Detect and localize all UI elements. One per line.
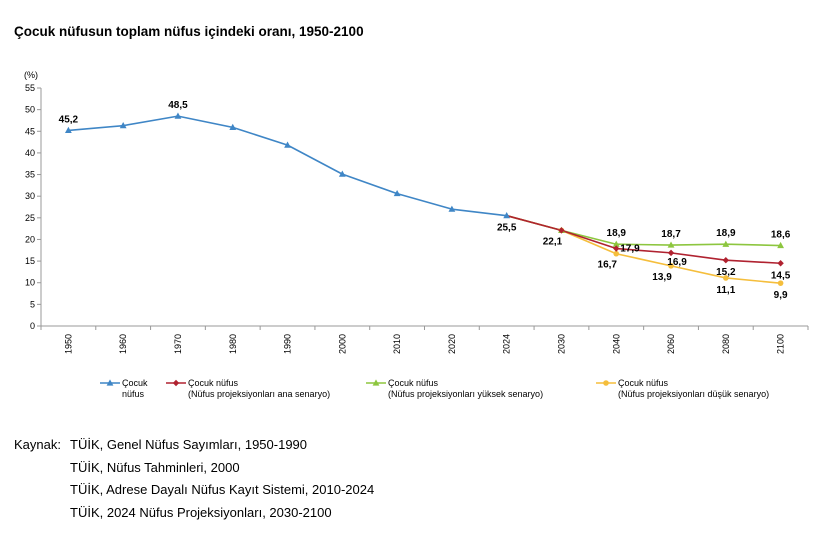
source-text-4: TÜİK, 2024 Nüfus Projeksiyonları, 2030-2… xyxy=(70,504,332,520)
x-tick-label: 2060 xyxy=(666,334,676,354)
legend-label: (Nüfus projeksiyonları düşük senaryo) xyxy=(618,389,769,399)
y-tick-label: 5 xyxy=(30,299,35,309)
series-1-point xyxy=(722,257,730,264)
series-1-point xyxy=(777,260,784,267)
legend-label: Çocuk nüfus xyxy=(618,378,669,388)
series-line-1 xyxy=(506,214,781,265)
series-0-point xyxy=(174,112,182,119)
series-0-point xyxy=(338,170,346,177)
x-tick-label: 2000 xyxy=(337,334,347,354)
data-label: 15,2 xyxy=(716,267,736,278)
series-0-point xyxy=(448,205,456,212)
series-2-point xyxy=(612,240,620,247)
series-0-point xyxy=(393,189,401,197)
source-line-4: TÜİK, 2024 Nüfus Projeksiyonları, 2030-2… xyxy=(14,502,374,525)
source-line-2: TÜİK, Nüfus Tahminleri, 2000 xyxy=(14,457,374,480)
series-2-point xyxy=(777,241,785,249)
x-tick-label: 2100 xyxy=(776,334,786,354)
y-tick-label: 55 xyxy=(25,83,35,93)
x-tick-label: 2010 xyxy=(392,334,402,354)
y-axis-unit-label: (%) xyxy=(24,70,38,80)
y-tick-label: 30 xyxy=(25,191,35,201)
line-chart: (%) 0 5 10 15 20 25 30 35 40 45 50 55 1950 1960 1970 198… xyxy=(24,70,809,399)
legend-label: Çocuk xyxy=(122,378,148,388)
series-3-point xyxy=(777,280,784,286)
series-0-point xyxy=(284,141,291,148)
y-tick-label: 35 xyxy=(25,170,35,180)
x-tick-label: 2040 xyxy=(611,334,621,354)
data-label: 18,6 xyxy=(771,230,791,241)
series-2-point xyxy=(722,240,730,247)
series-0-point xyxy=(64,126,72,134)
x-tick-label: 1960 xyxy=(118,334,128,354)
source-lead: Kaynak: xyxy=(14,437,61,452)
series-0-point xyxy=(119,122,127,129)
data-label: 48,5 xyxy=(168,100,188,111)
y-tick-label: 15 xyxy=(25,256,35,266)
y-tick-label: 20 xyxy=(25,234,35,244)
legend-swatch-marker xyxy=(106,379,114,386)
y-tick-label: 10 xyxy=(25,278,35,288)
data-label: 17,9 xyxy=(620,244,640,255)
source-text-2: TÜİK, Nüfus Tahminleri, 2000 xyxy=(70,459,240,475)
data-label: 11,1 xyxy=(716,285,735,296)
legend-label: Çocuk nüfus xyxy=(188,378,239,388)
data-label: 16,9 xyxy=(667,257,687,268)
y-tick-label: 45 xyxy=(25,126,35,136)
source-line-1: Kaynak: TÜİK, Genel Nüfus Sayımları, 195… xyxy=(14,434,374,457)
source-text-3: TÜİK, Adrese Dayalı Nüfus Kayıt Sistemi,… xyxy=(70,482,375,497)
series-1-point xyxy=(613,245,620,252)
series-1-point xyxy=(667,249,675,257)
series-3-point xyxy=(668,263,674,269)
data-label: 18,9 xyxy=(607,228,627,239)
y-tick-label: 0 xyxy=(30,321,35,331)
series-3-point xyxy=(723,275,729,281)
legend-label: Çocuk nüfus xyxy=(388,378,439,388)
x-tick-label: 1990 xyxy=(283,334,293,354)
data-label: 9,9 xyxy=(774,290,788,301)
data-label: 13,9 xyxy=(652,272,672,283)
x-tick-label: 2080 xyxy=(721,334,731,354)
legend-swatch-marker xyxy=(172,379,180,387)
source-line-3: TÜİK, Adrese Dayalı Nüfus Kayıt Sistemi,… xyxy=(14,479,374,502)
x-tick-label: 1950 xyxy=(63,334,73,354)
series-line-3 xyxy=(506,214,781,284)
series-line-0 xyxy=(68,115,507,217)
legend-label: (Nüfus projeksiyonları ana senaryo) xyxy=(188,389,330,399)
series-0-point xyxy=(229,123,237,130)
data-label: 14,5 xyxy=(771,270,791,281)
x-tick-label: 2024 xyxy=(502,334,512,354)
x-tick-label: 2030 xyxy=(556,334,566,354)
series-2-point xyxy=(667,241,675,248)
x-tick-label: 2020 xyxy=(447,334,457,354)
legend-label: (Nüfus projeksiyonları yüksek senaryo) xyxy=(388,389,543,399)
data-label: 18,9 xyxy=(716,228,736,239)
y-tick-label: 25 xyxy=(25,213,35,223)
series-0-point xyxy=(503,212,511,219)
source-text-1: TÜİK, Genel Nüfus Sayımları, 1950-1990 xyxy=(70,437,308,452)
data-label: 18,7 xyxy=(661,229,681,240)
y-tick-label: 40 xyxy=(25,148,35,158)
series-1-point xyxy=(558,227,565,234)
source-block: Kaynak: TÜİK, Genel Nüfus Sayımları, 195… xyxy=(14,434,374,524)
legend-label: nüfus xyxy=(122,389,145,399)
data-label: 45,2 xyxy=(59,114,79,125)
x-tick-label: 1970 xyxy=(173,334,183,354)
legend-swatch-marker xyxy=(603,380,609,386)
data-label: 22,1 xyxy=(543,236,563,247)
legend-swatch-marker xyxy=(372,379,380,386)
data-label: 25,5 xyxy=(497,223,517,234)
series-3-point xyxy=(613,250,620,257)
y-tick-label: 50 xyxy=(25,105,35,115)
data-label: 16,7 xyxy=(598,260,618,271)
chart-title: Çocuk nüfusun toplam nüfus içindeki oran… xyxy=(14,24,364,39)
x-tick-label: 1980 xyxy=(228,334,238,354)
